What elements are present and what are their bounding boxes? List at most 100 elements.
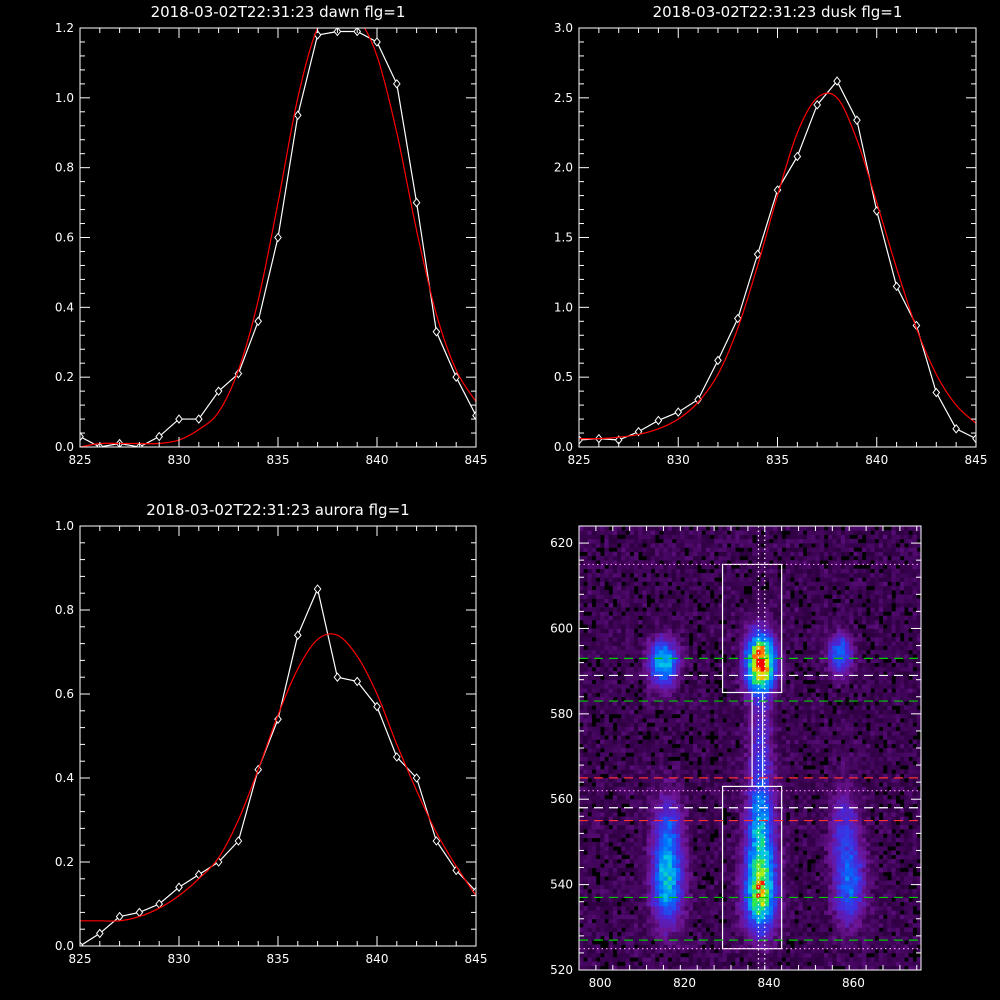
data-point — [274, 714, 282, 725]
x-tick-label: 800 — [589, 976, 612, 990]
data-point — [654, 415, 663, 426]
x-tick-label: 825 — [568, 453, 591, 467]
y-tick-label: 0.8 — [55, 603, 74, 617]
data-point — [175, 414, 183, 424]
x-tick-label: 820 — [673, 976, 696, 990]
y-tick-label: 620 — [550, 536, 573, 550]
x-tick-label: 860 — [842, 976, 865, 990]
data-point — [432, 326, 441, 337]
y-tick-label: 1.5 — [554, 231, 573, 245]
data-point — [813, 100, 822, 110]
y-tick-label: 1.2 — [55, 21, 74, 35]
y-tick-label: 1.0 — [554, 300, 573, 314]
y-tick-label: 0.8 — [55, 161, 74, 175]
fit-curve — [579, 92, 976, 440]
data-point — [392, 79, 401, 89]
x-tick-label: 835 — [267, 952, 290, 966]
x-tick-label: 830 — [667, 453, 690, 467]
x-tick-label: 845 — [965, 453, 988, 467]
data-point — [634, 426, 643, 437]
data-point — [214, 386, 223, 396]
data-point — [313, 584, 322, 594]
y-tick-label: 2.0 — [554, 161, 573, 175]
axes-frame — [578, 27, 977, 448]
data-point — [392, 752, 401, 762]
data-point — [472, 410, 476, 421]
x-tick-label: 825 — [69, 453, 92, 467]
data-point — [753, 249, 762, 260]
data-point — [674, 407, 683, 417]
y-tick-label: 0.4 — [55, 300, 74, 314]
data-point — [293, 630, 302, 641]
y-tick-label: 0.6 — [55, 687, 74, 701]
data-point — [932, 387, 941, 398]
data-point — [274, 232, 282, 243]
x-tick-label: 830 — [168, 952, 191, 966]
y-tick-label: 600 — [550, 621, 573, 635]
data-point — [95, 928, 104, 939]
data-point — [452, 372, 461, 382]
data-point — [135, 907, 144, 918]
x-tick-label: 845 — [465, 453, 488, 467]
data-point — [333, 672, 342, 683]
plot-area — [80, 28, 476, 447]
data-point — [373, 701, 381, 712]
data-point — [733, 313, 742, 324]
y-tick-label: 0.2 — [55, 370, 74, 384]
plot-area — [579, 526, 921, 970]
axes-frame — [79, 525, 477, 947]
data-point — [833, 76, 841, 86]
data-point — [194, 414, 203, 424]
y-tick-label: 1.0 — [55, 519, 74, 533]
data-point — [694, 394, 702, 405]
heatmap-image — [579, 526, 921, 970]
x-tick-label: 840 — [366, 952, 389, 966]
data-point — [853, 115, 861, 125]
data-point — [373, 37, 381, 47]
y-tick-label: 580 — [550, 707, 573, 721]
x-tick-label: 840 — [366, 453, 389, 467]
data-point — [254, 316, 263, 327]
y-tick-label: 0.0 — [55, 939, 74, 953]
data-point — [80, 941, 84, 946]
y-tick-label: 1.0 — [55, 91, 74, 105]
data-point — [892, 281, 901, 292]
selection-box-3 — [751, 691, 764, 788]
data-point — [952, 424, 960, 434]
y-tick-label: 520 — [550, 963, 573, 977]
data-point — [412, 197, 421, 208]
fit-curve — [80, 633, 476, 922]
chart-title: 2018-03-02T22:31:23 dusk flg=1 — [653, 3, 903, 21]
chart-panel-2: 825 830 835 840 845 0.0 0.5 1.0 1.5 2.0 2.5 3.0 2018… — [554, 3, 988, 467]
data-point — [972, 433, 976, 444]
data-line — [80, 587, 476, 946]
data-point — [353, 676, 362, 687]
chart-panel-1: 825 830 835 840 845 0.0 0.2 0.4 0.6 0.8 1.0 1.2 2018… — [55, 3, 488, 467]
chart-panel-3: 825 830 835 840 845 0.0 0.2 0.4 0.6 0.8 1.0 2018-03… — [55, 501, 488, 966]
x-tick-label: 825 — [69, 952, 92, 966]
data-point — [432, 836, 441, 846]
y-tick-label: 0.0 — [554, 440, 573, 454]
data-point — [714, 355, 722, 366]
chart-title: 2018-03-02T22:31:23 dawn flg=1 — [151, 3, 406, 21]
x-tick-label: 830 — [168, 453, 191, 467]
y-tick-label: 0.2 — [55, 855, 74, 869]
data-point — [234, 836, 243, 846]
chart-title: 2018-03-02T22:31:23 aurora flg=1 — [146, 501, 409, 519]
y-tick-label: 540 — [550, 878, 573, 892]
data-point — [793, 151, 802, 162]
y-tick-label: 3.0 — [554, 21, 573, 35]
fit-curve — [80, 28, 476, 447]
data-point — [293, 110, 302, 121]
y-tick-label: 0.5 — [554, 370, 573, 384]
x-tick-label: 835 — [267, 453, 290, 467]
plot-area — [579, 76, 976, 445]
y-tick-label: 2.5 — [554, 91, 573, 105]
data-point — [115, 911, 124, 922]
x-tick-label: 835 — [766, 453, 789, 467]
data-point — [80, 431, 84, 442]
y-tick-label: 0.6 — [55, 231, 74, 245]
y-tick-label: 560 — [550, 792, 573, 806]
x-tick-label: 840 — [758, 976, 781, 990]
